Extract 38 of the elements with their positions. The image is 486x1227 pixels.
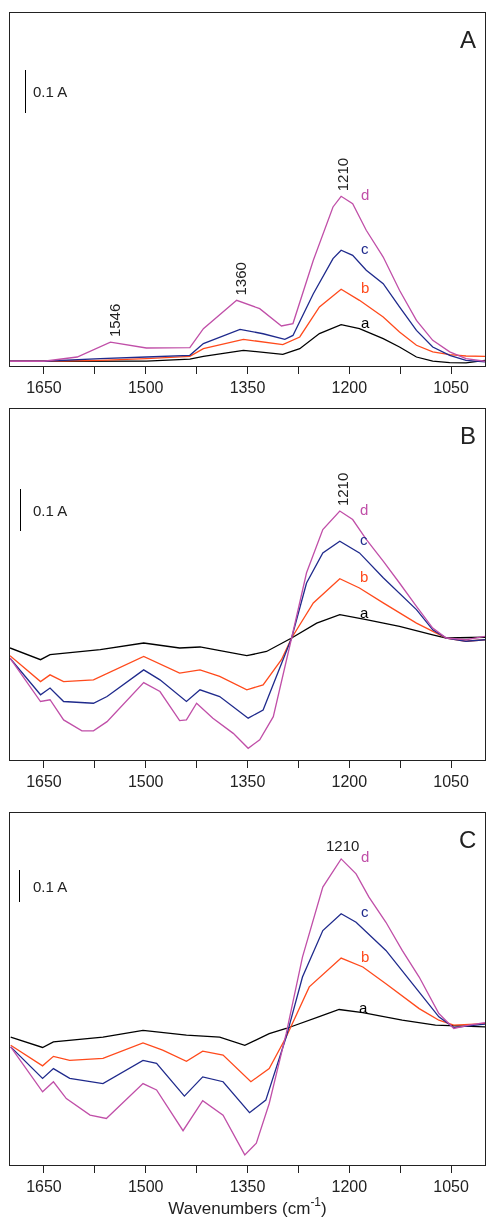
x-tick-label: 1500 bbox=[127, 773, 164, 791]
annotation: 0.1 A bbox=[33, 878, 68, 895]
x-tick-label: 1050 bbox=[433, 1178, 469, 1196]
x-tick-label: 1350 bbox=[229, 379, 266, 397]
x-tick-label: 1050 bbox=[433, 773, 469, 791]
series-label: c bbox=[361, 903, 369, 920]
series-label: b bbox=[361, 279, 370, 296]
x-tick-label: 1500 bbox=[127, 379, 164, 397]
series-label: b bbox=[361, 948, 370, 965]
series-label: a bbox=[360, 604, 369, 621]
x-tick-label: 1200 bbox=[331, 773, 368, 791]
x-axis-title: Wavenumbers (cm$^{-1}$) bbox=[168, 1195, 327, 1218]
chart-title: C bbox=[459, 826, 477, 853]
series-label: d bbox=[361, 848, 370, 865]
chart-title: B bbox=[460, 422, 477, 449]
annotation: 1210 bbox=[333, 472, 351, 507]
series-label: b bbox=[360, 568, 369, 585]
x-tick-label: 1500 bbox=[127, 1178, 164, 1196]
series-label: d bbox=[361, 186, 370, 203]
x-tick-label: 1650 bbox=[26, 773, 62, 791]
x-tick-label: 1650 bbox=[26, 1178, 62, 1196]
annotation: 1210 bbox=[326, 837, 360, 854]
x-tick-label: 1200 bbox=[331, 1178, 368, 1196]
annotation: 1546 bbox=[105, 303, 123, 338]
x-tick-label: 1350 bbox=[229, 773, 266, 791]
series-label: c bbox=[360, 531, 368, 548]
text: 0.1 A bbox=[33, 83, 68, 100]
annotation: 1360 bbox=[231, 262, 249, 296]
x-tick-label: 1200 bbox=[331, 379, 368, 397]
chart-title: A bbox=[460, 26, 477, 53]
x-tick-label: 1350 bbox=[229, 1178, 266, 1196]
annotation: 1210 bbox=[333, 157, 351, 192]
x-tick-label: 1650 bbox=[26, 379, 62, 397]
series-label: a bbox=[361, 314, 370, 331]
x-tick-label: 1050 bbox=[433, 379, 469, 397]
series-label: d bbox=[360, 501, 369, 518]
annotation: 0.1 A bbox=[33, 502, 68, 519]
series-label: c bbox=[361, 240, 369, 257]
